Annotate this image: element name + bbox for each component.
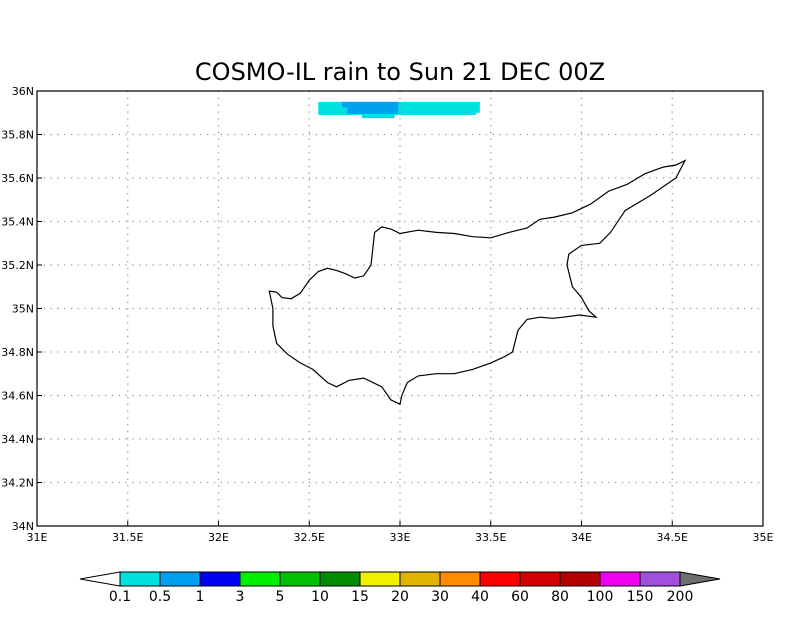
lat-tick-label: 35.4N: [1, 216, 34, 229]
colorbar-label: 1: [196, 589, 205, 605]
colorbar-label: 0.5: [149, 589, 171, 605]
lon-tick-label: 31.5E: [112, 531, 143, 544]
rain-cell-3: [341, 101, 399, 108]
lon-tick-label: 32E: [208, 531, 229, 544]
colorbar-swatch-4: [279, 571, 321, 587]
lat-tick-label: 36N: [12, 85, 34, 98]
colorbar-swatch-6: [359, 571, 401, 587]
lat-tick-label: 35.2N: [1, 259, 34, 272]
rain-cell-2: [361, 113, 395, 119]
lat-tick-label: 34.6N: [1, 390, 34, 403]
lon-tick-label: 34.5E: [657, 531, 688, 544]
lat-tick-label: 35N: [12, 303, 34, 316]
colorbar-swatch-12: [599, 571, 641, 587]
colorbar-label: 60: [511, 589, 529, 605]
colorbar-over-arrow: [679, 571, 721, 587]
colorbar-label: 80: [551, 589, 569, 605]
colorbar-swatch-0: [119, 571, 161, 587]
colorbar-label: 100: [587, 589, 614, 605]
lat-tick-label: 34N: [12, 520, 34, 533]
colorbar-swatch-1: [159, 571, 201, 587]
colorbar-swatch-3: [239, 571, 281, 587]
colorbar-swatch-9: [479, 571, 521, 587]
lat-tick-label: 34.8N: [1, 346, 34, 359]
colorbar-swatch-5: [319, 571, 361, 587]
colorbar-swatch-10: [519, 571, 561, 587]
colorbar-label: 3: [236, 589, 245, 605]
longitude-axis: 31E 31.5E 32E 32.5E 33E 33.5E 34E 34.5E 35E: [27, 521, 774, 544]
colorbar-label: 15: [351, 589, 369, 605]
colorbar-label: 150: [627, 589, 654, 605]
rain-cell-0: [318, 101, 480, 113]
colorbar-label: 40: [471, 589, 489, 605]
colorbar-under-arrow: [79, 571, 121, 587]
lon-tick-label: 33E: [390, 531, 411, 544]
rain-cell-4: [347, 107, 399, 114]
colorbar-swatch-13: [639, 571, 681, 587]
cyprus-coastline: [268, 159, 687, 406]
colorbar-swatch-7: [399, 571, 441, 587]
lat-tick-label: 35.6N: [1, 172, 34, 185]
lon-tick-label: 33.5E: [475, 531, 506, 544]
lat-tick-label: 34.4N: [1, 433, 34, 446]
colorbar-swatch-11: [559, 571, 601, 587]
colorbar-label: 20: [391, 589, 409, 605]
lon-tick-label: 31E: [27, 531, 48, 544]
colorbar-swatch-2: [199, 571, 241, 587]
colorbar-label: 0.1: [109, 589, 131, 605]
colorbar-swatch-8: [439, 571, 481, 587]
colorbar-label: 200: [667, 589, 694, 605]
lat-tick-label: 35.8N: [1, 129, 34, 142]
colorbar-label: 5: [276, 589, 285, 605]
lon-tick-label: 35E: [753, 531, 774, 544]
latitude-axis: 34N 34.2N 34.4N 34.6N 34.8N 35N 35.2N 35.4N 35.6…: [1, 85, 42, 533]
colorbar-label: 10: [311, 589, 329, 605]
map-title: COSMO-IL rain to Sun 21 DEC 00Z: [195, 58, 605, 86]
lat-tick-label: 34.2N: [1, 477, 34, 490]
rain-field: [318, 101, 480, 119]
colorbar-label: 30: [431, 589, 449, 605]
lon-tick-label: 34E: [571, 531, 592, 544]
lon-tick-label: 32.5E: [294, 531, 325, 544]
colorbar: 0.1 0.5 1 3 5 10 15 20 30 40 60 80 100 150 200: [79, 571, 721, 605]
grid-lines: [37, 91, 763, 526]
